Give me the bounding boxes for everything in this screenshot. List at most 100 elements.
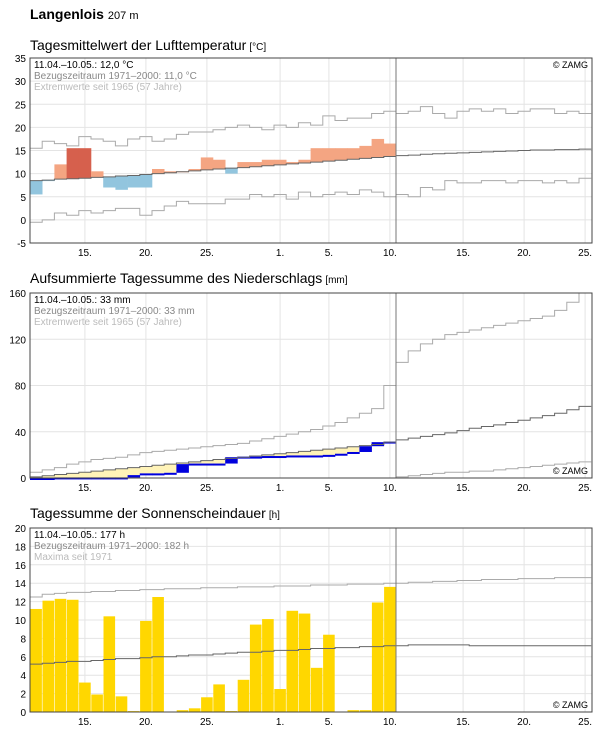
sunshine-bar <box>298 613 311 712</box>
precipitation-plot-frame <box>29 292 593 479</box>
temperature-anomaly-bar <box>91 171 104 178</box>
sunshine-bar <box>103 616 116 712</box>
sunshine-max-line <box>30 577 592 598</box>
sunshine-bar <box>140 620 152 712</box>
sunshine-bar <box>237 679 250 712</box>
precipitation-deficit-area <box>139 466 153 474</box>
precipitation-deficit-area <box>103 469 116 478</box>
sunshine-bar <box>66 599 79 712</box>
precipitation-observed-step <box>188 463 202 466</box>
precipitation-panel-title: Aufsummierte Tagessumme des Niederschlag… <box>30 270 348 286</box>
temperature-anomaly-bar <box>66 148 80 179</box>
temperature-anomaly-bar <box>103 176 116 188</box>
temperature-panel-title: Tagesmittelwert der Lufttemperatur [°C] <box>30 37 266 53</box>
temperature-ytick-label: 10 <box>15 170 27 181</box>
temperature-anomaly-bar <box>261 159 275 166</box>
precipitation-deficit-area <box>286 452 299 456</box>
precipitation-info-extremes: Extremwerte seit 1965 (57 Jahre) <box>34 317 182 328</box>
sunshine-xtick-label: 20. <box>517 717 531 728</box>
sunshine-bar <box>42 600 55 712</box>
sunshine-ytick-label: 18 <box>15 542 27 553</box>
temperature-anomaly-bar <box>152 169 165 174</box>
precipitation-xtick-label: 20. <box>139 483 153 494</box>
sunshine-bar <box>249 624 262 712</box>
precipitation-ytick-label: 40 <box>15 428 27 439</box>
sunshine-info-reference: Bezugszeitraum 1971–2000: 182 h <box>34 541 189 552</box>
sunshine-ytick-label: 20 <box>15 524 27 535</box>
temperature-ytick-label: 25 <box>15 100 27 111</box>
temperature-anomaly-bar <box>286 162 299 164</box>
precipitation-deficit-area <box>115 468 128 478</box>
precipitation-observed-step <box>359 446 372 452</box>
temperature-anomaly-bar <box>139 174 153 188</box>
precipitation-climate-line <box>30 405 592 478</box>
sunshine-bar <box>176 710 189 712</box>
precipitation-info-observed: 11.04.–10.05.: 33 mm <box>34 295 131 306</box>
precipitation-observed-step <box>347 451 360 454</box>
temperature-xtick-label: 10. <box>383 248 397 259</box>
temperature-ytick-label: 20 <box>15 123 27 134</box>
sunshine-bar <box>79 682 91 712</box>
temperature-anomaly-bar <box>274 159 287 165</box>
precipitation-observed-step <box>335 453 348 456</box>
sunshine-ytick-label: 2 <box>20 690 26 701</box>
sunshine-ytick-label: 8 <box>20 634 26 645</box>
temperature-anomaly-bar <box>78 148 92 179</box>
station-altitude: 207 m <box>107 10 139 22</box>
precipitation-info-reference: Bezugszeitraum 1971–2000: 33 mm <box>34 306 195 317</box>
precipitation-observed-step <box>42 478 55 480</box>
precipitation-deficit-area <box>54 474 67 478</box>
station-name: Langenlois <box>30 6 104 22</box>
precipitation-xtick-label: 1. <box>276 483 284 494</box>
precipitation-observed-step <box>164 472 177 475</box>
temperature-anomaly-bar <box>30 180 43 195</box>
sunshine-bar <box>213 684 225 712</box>
sunshine-xtick-label: 25. <box>578 717 592 728</box>
precipitation-observed-step <box>261 456 275 459</box>
sunshine-bar <box>30 608 42 712</box>
precipitation-deficit-area <box>91 471 104 478</box>
temperature-xtick-label: 15. <box>456 248 470 259</box>
precipitation-deficit-area <box>127 467 141 476</box>
precipitation-observed-step <box>310 455 324 458</box>
precipitation-title-text: Aufsummierte Tagessumme des Niederschlag… <box>30 270 323 286</box>
sunshine-bar <box>323 634 335 712</box>
sunshine-bar <box>286 610 299 712</box>
precipitation-deficit-area <box>30 476 43 478</box>
precipitation-deficit-area <box>200 460 214 464</box>
precipitation-max-extreme-line <box>30 292 592 473</box>
temperature-anomaly-bar <box>298 159 311 163</box>
temperature-info-observed: 11.04.–10.05.: 12,0 °C <box>34 60 133 71</box>
temperature-info-extremes: Extremwerte seit 1965 (57 Jahre) <box>34 82 182 93</box>
precipitation-deficit-area <box>164 464 177 473</box>
precipitation-deficit-area <box>66 473 80 478</box>
precipitation-xtick-label: 10. <box>383 483 397 494</box>
sunshine-xtick-label: 15. <box>78 717 92 728</box>
precipitation-deficit-area <box>213 459 226 464</box>
precipitation-ytick-label: 80 <box>15 382 27 393</box>
precipitation-observed-step <box>249 456 263 459</box>
sunshine-info-extremes: Maxima seit 1971 <box>34 552 113 563</box>
precipitation-observed-step <box>127 475 141 478</box>
sunshine-bar <box>91 694 103 712</box>
sunshine-xtick-label: 25. <box>200 717 214 728</box>
sunshine-bar <box>347 710 360 712</box>
precipitation-xtick-label: 25. <box>578 483 592 494</box>
precipitation-deficit-area <box>188 461 202 464</box>
temperature-xtick-label: 5. <box>325 248 333 259</box>
temperature-anomaly-bar <box>213 159 226 169</box>
precipitation-observed-step <box>322 454 336 457</box>
temperature-ytick-label: 35 <box>15 54 27 65</box>
temperature-anomaly-bar <box>237 162 250 168</box>
sunshine-panel-title: Tagessumme der Sonnenscheindauer [h] <box>30 505 280 521</box>
sunshine-xtick-label: 5. <box>325 717 333 728</box>
sunshine-ytick-label: 14 <box>15 579 27 590</box>
sunshine-plot-frame <box>29 527 593 713</box>
temperature-anomaly-bar <box>383 143 397 157</box>
precipitation-observed-step <box>30 478 43 480</box>
sunshine-ytick-label: 4 <box>20 671 26 682</box>
temperature-ytick-label: 30 <box>15 77 27 88</box>
temperature-anomaly-bar <box>54 164 67 180</box>
temperature-anomaly-bar <box>164 171 177 173</box>
sunshine-bar <box>188 708 201 712</box>
